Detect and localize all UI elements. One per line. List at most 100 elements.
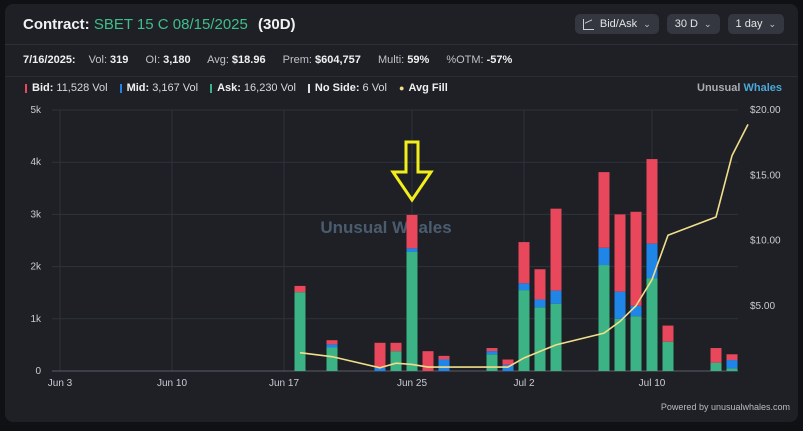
x-tick: Jul 2 — [513, 378, 535, 389]
x-tick: Jun 25 — [397, 378, 427, 389]
bar-bid — [438, 355, 450, 360]
legend-avgfill[interactable]: ● Avg Fill — [399, 82, 451, 94]
y-left-tick: 3k — [30, 209, 42, 220]
x-tick: Jul 10 — [639, 378, 666, 389]
legend-bid-name: Bid: — [32, 82, 54, 94]
brand-word-1: Unusual — [697, 82, 741, 94]
y-right-tick: $20.00 — [750, 105, 781, 116]
bar-mid — [438, 359, 450, 371]
bar-bid — [710, 348, 722, 363]
bar-ask — [598, 265, 610, 371]
bar-ask — [662, 341, 674, 371]
stat-vol-label: Vol: — [88, 54, 108, 66]
bar-bid — [534, 269, 546, 300]
watermark: Unusual Whales — [320, 218, 451, 237]
y-right-tick: $5.00 — [750, 301, 775, 312]
chart-icon — [582, 18, 594, 30]
bar-bid — [614, 214, 626, 292]
bar-mid — [726, 360, 738, 369]
bid-ask-dropdown[interactable]: Bid/Ask ⌄ — [574, 14, 659, 34]
range-label: 30 D — [674, 18, 698, 30]
bar-ask — [726, 368, 738, 371]
bar-bid — [326, 340, 338, 345]
legend-ask-swatch — [210, 83, 213, 93]
bar-bid — [518, 242, 530, 284]
bar-mid — [550, 290, 562, 304]
legend-bid-value: 11,528 Vol — [56, 82, 108, 94]
bar-mid — [614, 291, 626, 319]
bar-mid — [518, 283, 530, 291]
bar-ask — [486, 354, 498, 371]
chevron-down-icon: ⌄ — [703, 18, 712, 29]
legend-noside-value: 6 Vol — [362, 82, 387, 94]
bar-ask — [550, 303, 562, 371]
legend-bid-swatch — [25, 83, 27, 93]
bar-bid — [374, 342, 386, 368]
x-tick: Jun 3 — [48, 378, 73, 389]
contract-label: Contract: — [23, 16, 90, 33]
bar-bid — [294, 285, 306, 293]
bar-bid — [630, 211, 642, 306]
bar-bid — [502, 359, 514, 365]
avg-fill-line — [299, 123, 749, 369]
bar-ask — [646, 278, 658, 371]
chevron-down-icon: ⌄ — [643, 18, 651, 29]
y-right-tick: $10.00 — [750, 236, 781, 247]
bar-bid — [662, 325, 674, 342]
x-tick: Jun 17 — [269, 378, 299, 389]
brand-logo: Unusual Whales — [697, 82, 782, 94]
y-left-tick: 4k — [30, 157, 42, 168]
y-right-tick: $15.00 — [750, 170, 781, 181]
bar-mid — [534, 299, 546, 308]
legend-noside[interactable]: No Side: 6 Vol — [307, 82, 387, 94]
bar-mid — [598, 247, 610, 266]
chevron-down-icon: ⌄ — [768, 18, 776, 29]
legend-ask-name: Ask: — [217, 82, 241, 94]
legend-noside-swatch — [307, 83, 310, 93]
contract-days: (30D) — [258, 16, 296, 33]
bar-bid — [390, 342, 402, 352]
bar-bid — [598, 172, 610, 248]
y-left-tick: 5k — [30, 105, 42, 116]
stat-multi-label: Multi: — [377, 54, 405, 66]
stat-prem-value: $604,757 — [314, 54, 361, 66]
legend-mid[interactable]: Mid: 3,167 Vol — [119, 82, 199, 94]
bar-ask — [294, 292, 306, 371]
x-tick: Jun 10 — [157, 378, 187, 389]
stat-avg-value: $18.96 — [231, 54, 266, 66]
stats-row: 7/16/2025: Vol: 319 OI: 3,180 Avg: $18.96 P… — [23, 54, 526, 66]
contract-symbol: SBET 15 C 08/15/2025 — [93, 16, 248, 33]
brand-word-2: Whales — [743, 82, 782, 94]
stat-otm-label: %OTM: — [446, 54, 484, 66]
bar-ask — [534, 307, 546, 371]
interval-label: 1 day — [735, 18, 763, 30]
bar-bid — [550, 208, 562, 291]
bar-bid — [406, 214, 418, 249]
legend-avgfill-name: Avg Fill — [408, 82, 448, 94]
bar-mid — [326, 344, 338, 348]
interval-dropdown[interactable]: 1 day ⌄ — [727, 14, 784, 34]
legend-mid-value: 3,167 Vol — [152, 82, 199, 94]
bar-mid — [646, 243, 658, 279]
bar-ask — [390, 351, 402, 371]
bar-mid — [406, 248, 418, 252]
y-left-tick: 2k — [30, 262, 42, 273]
range-dropdown[interactable]: 30 D ⌄ — [666, 14, 720, 34]
controls: Bid/Ask ⌄ 30 D ⌄ 1 day ⌄ — [574, 14, 784, 34]
legend: Bid: 11,528 Vol Mid: 3,167 Vol Ask: 16,230 … — [25, 82, 463, 94]
stat-avg-label: Avg: — [207, 54, 229, 66]
legend-bid[interactable]: Bid: 11,528 Vol — [25, 82, 108, 94]
stat-vol-value: 319 — [110, 54, 129, 66]
bar-ask — [614, 318, 626, 371]
legend-ask[interactable]: Ask: 16,230 Vol — [210, 82, 296, 94]
down-arrow-annotation — [390, 140, 434, 203]
powered-by: Powered by unusualwhales.com — [660, 402, 790, 412]
bar-ask — [326, 347, 338, 371]
bar-ask — [710, 362, 722, 371]
stats-date: 7/16/2025: — [23, 54, 76, 66]
bar-bid — [486, 348, 498, 352]
bar-ask — [630, 316, 642, 371]
stat-prem-label: Prem: — [282, 54, 312, 66]
legend-mid-name: Mid: — [126, 82, 150, 94]
y-left-tick: 0 — [35, 366, 41, 377]
